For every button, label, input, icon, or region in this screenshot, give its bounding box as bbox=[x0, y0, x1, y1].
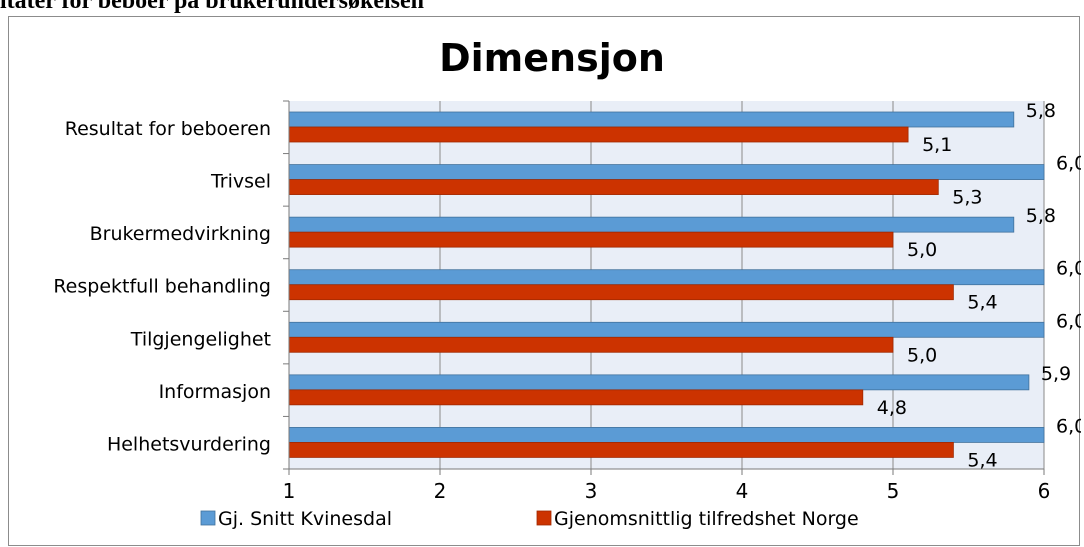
axes: Resultat for beboeren Trivsel Brukermedvir… bbox=[53, 100, 1051, 503]
x-tick-label: 1 bbox=[283, 479, 296, 503]
x-tick-label: 6 bbox=[1038, 479, 1051, 503]
chart-title: Dimensjon bbox=[439, 36, 665, 80]
bar-norge bbox=[288, 336, 894, 353]
data-label: 4,8 bbox=[877, 397, 907, 419]
x-tick-label: 3 bbox=[585, 479, 598, 503]
bar-kvinesdal bbox=[288, 321, 1045, 338]
data-label: 6,0 bbox=[1056, 258, 1081, 280]
data-label: 5,1 bbox=[922, 134, 952, 156]
legend: Gj. Snitt Kvinesdal Gjenomsnittlig tilfre… bbox=[200, 508, 859, 530]
bar-norge bbox=[288, 126, 909, 143]
legend-swatch bbox=[536, 510, 552, 526]
data-label: 6,0 bbox=[1056, 310, 1081, 332]
category-label: Brukermedvirkning bbox=[90, 223, 271, 245]
bar-norge bbox=[288, 442, 954, 458]
bar-kvinesdal bbox=[288, 111, 1015, 128]
bar-chart: Dimensjon 5,8 5,1 6,0 5,3 5,8 5,0 6,0 5,4 6,0 5,0… bbox=[53, 36, 1081, 530]
data-label: 6,0 bbox=[1056, 415, 1081, 437]
bar-norge bbox=[288, 389, 864, 406]
bar-kvinesdal bbox=[288, 164, 1045, 180]
category-label: Respektfull behandling bbox=[53, 276, 271, 298]
category-label: Trivsel bbox=[210, 171, 271, 193]
legend-label: Gjenomsnittlig tilfredshet Norge bbox=[554, 508, 859, 530]
data-label: 5,0 bbox=[907, 239, 937, 261]
x-tick-label: 4 bbox=[736, 479, 749, 503]
bar-kvinesdal bbox=[288, 374, 1030, 391]
data-label: 5,0 bbox=[907, 344, 937, 366]
bar-norge bbox=[288, 179, 939, 195]
x-tick-label: 2 bbox=[434, 479, 447, 503]
bar-kvinesdal bbox=[288, 427, 1045, 443]
category-label: Helhetsvurdering bbox=[107, 433, 271, 455]
data-label: 5,8 bbox=[1026, 100, 1056, 122]
category-label: Informasjon bbox=[159, 381, 271, 403]
bar-kvinesdal bbox=[288, 269, 1045, 286]
category-label: Tilgjengelighet bbox=[130, 328, 271, 350]
category-label: Resultat for beboeren bbox=[65, 118, 271, 140]
legend-swatch bbox=[200, 510, 216, 526]
data-label: 5,4 bbox=[967, 292, 997, 314]
data-label: 5,4 bbox=[967, 449, 997, 471]
page-heading: ltater for beboer på brukerundersøkelsen bbox=[0, 0, 424, 14]
x-tick-label: 5 bbox=[887, 479, 900, 503]
data-label: 5,8 bbox=[1026, 205, 1056, 227]
legend-label: Gj. Snitt Kvinesdal bbox=[218, 508, 392, 530]
data-label: 5,9 bbox=[1041, 363, 1071, 385]
data-label: 5,3 bbox=[952, 187, 982, 209]
data-label: 6,0 bbox=[1056, 153, 1081, 175]
bar-norge bbox=[288, 284, 954, 301]
chart-frame: Dimensjon 5,8 5,1 6,0 5,3 5,8 5,0 6,0 5,4 6,0 5,0… bbox=[8, 16, 1081, 546]
bar-norge bbox=[288, 231, 894, 248]
bars: 5,8 5,1 6,0 5,3 5,8 5,0 6,0 5,4 6,0 5,0 5,9 4,8 6,0 5… bbox=[288, 100, 1081, 471]
bar-kvinesdal bbox=[288, 216, 1015, 233]
